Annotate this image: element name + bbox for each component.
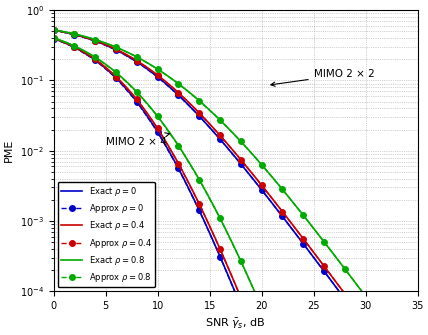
X-axis label: SNR $\bar{\gamma}_s$, dB: SNR $\bar{\gamma}_s$, dB — [205, 317, 266, 331]
Y-axis label: PME: PME — [4, 139, 14, 162]
Text: MIMO 2 × 4: MIMO 2 × 4 — [106, 133, 170, 147]
Legend: Exact $\rho = 0$, Approx $\rho = 0$, Exact $\rho = 0.4$, Approx $\rho = 0.4$, Ex: Exact $\rho = 0$, Approx $\rho = 0$, Exa… — [58, 182, 155, 287]
Text: MIMO 2 × 2: MIMO 2 × 2 — [271, 69, 374, 86]
